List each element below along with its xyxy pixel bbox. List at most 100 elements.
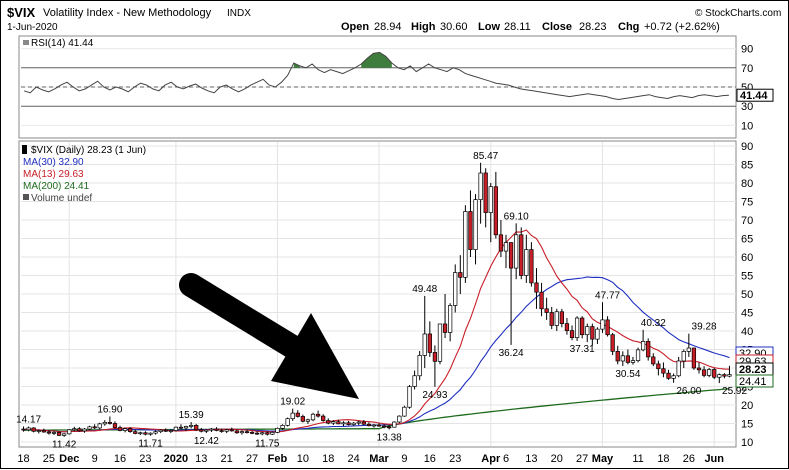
candle-body (72, 428, 77, 431)
symbol: $VIX (7, 5, 36, 20)
candle-body (97, 423, 102, 429)
rsi-grid (21, 48, 736, 126)
candle-body (498, 234, 504, 252)
candle-body (381, 425, 387, 428)
candle-body (666, 372, 671, 379)
candle-body (529, 249, 534, 284)
rsi-legend-swatch (23, 40, 29, 45)
price-tick-label: 75 (741, 197, 753, 209)
candle-body (514, 234, 519, 269)
candle-body (503, 242, 509, 252)
candle-body (82, 428, 87, 432)
ma13-line (23, 229, 730, 433)
candle-body (549, 312, 554, 326)
x-tick-label: Dec (59, 453, 79, 465)
candle-body (712, 369, 717, 378)
close-label: Close (542, 21, 572, 33)
price-tick-label: 40 (741, 326, 753, 338)
price-annotation: 30.54 (615, 369, 640, 380)
rsi-tick-label: 70 (741, 63, 753, 75)
ma30-legend: MA(30) 32.90 (23, 157, 84, 168)
price-tick-label: 70 (741, 215, 753, 227)
price-legend: $VIX (Daily) 28.23 (1 Jun) MA(30) 32.90 … (22, 145, 146, 204)
candle-body (62, 433, 67, 436)
high-value: 30.60 (440, 21, 468, 33)
candle-body (458, 272, 463, 278)
candle-body (331, 421, 336, 424)
candle-body (295, 412, 300, 417)
candle-body (707, 369, 712, 376)
candle-body (128, 428, 133, 432)
candle-body (640, 341, 646, 351)
candle-body (224, 429, 229, 432)
price-tick-label: 20 (741, 400, 753, 412)
x-tick-label: 16 (114, 453, 126, 465)
x-tick-label: 24 (348, 453, 360, 465)
candle-body (260, 432, 265, 435)
candle-body (56, 432, 62, 436)
price-annotation: 85.47 (473, 151, 498, 162)
candle-body (630, 360, 636, 363)
candle-body (138, 432, 143, 435)
candle-body (646, 341, 651, 358)
rsi-tick-label: 90 (741, 44, 753, 56)
candle-body (676, 360, 681, 377)
price-annotation: 11.71 (138, 439, 163, 450)
price-annotation: 24.93 (422, 390, 447, 401)
candle-body (595, 328, 600, 340)
candle-body (305, 419, 311, 422)
ma200-legend: MA(200) 24.41 (23, 181, 90, 192)
price-tick-label: 10 (741, 437, 753, 449)
low-label: Low (478, 21, 500, 33)
price-annotation: 69.10 (504, 211, 529, 222)
candle-body (229, 429, 234, 432)
candle-body (31, 427, 36, 432)
price-annotation: 13.38 (377, 432, 402, 443)
x-tick-label: 11 (632, 453, 643, 465)
candle-body (727, 374, 732, 377)
price-legend-title: $VIX (Daily) 28.23 (1 Jun) (31, 145, 146, 156)
candle-body (366, 423, 372, 427)
candle-body (321, 415, 326, 421)
candle-body (249, 432, 255, 434)
candle-body (336, 421, 341, 425)
candle-body (41, 430, 46, 433)
chg-label: Chg (618, 21, 639, 33)
price-tag-box (735, 374, 774, 388)
x-tick-label: 10 (297, 453, 309, 465)
candle-body (315, 413, 321, 417)
candle-body (422, 333, 427, 356)
candle-body (158, 429, 163, 432)
candle-body (493, 186, 498, 236)
candle-body (651, 356, 656, 365)
watermark: © StockCharts.com (695, 8, 781, 19)
rsi-tick-label: 30 (741, 101, 753, 113)
candle-body (36, 430, 41, 432)
x-tick-label: 20 (551, 453, 563, 465)
rsi-tick-label: 10 (741, 120, 753, 132)
candle-body (214, 428, 219, 431)
close-value: 28.23 (579, 21, 607, 33)
candle-body (204, 429, 209, 432)
candle-body (574, 317, 580, 339)
rsi-label: RSI(14) 41.44 (31, 38, 94, 49)
rsi-tag-box (736, 88, 774, 102)
price-tag-text: 28.23 (739, 364, 767, 376)
candle-body (590, 326, 595, 340)
candle-body (351, 422, 356, 425)
price-annotation: 11.75 (255, 439, 280, 450)
x-tick-label: 25 (43, 453, 55, 465)
price-tick-label: 45 (741, 308, 753, 320)
candle-body (310, 413, 316, 421)
candle-body (148, 432, 153, 435)
price-tick-label: 50 (741, 289, 753, 301)
exchange: INDX (227, 8, 251, 19)
price-annotation: 12.42 (194, 436, 219, 447)
candle-body (580, 317, 585, 336)
x-tick-label: 6 (503, 453, 509, 465)
candle-body (326, 420, 331, 424)
candle-body (534, 282, 539, 293)
